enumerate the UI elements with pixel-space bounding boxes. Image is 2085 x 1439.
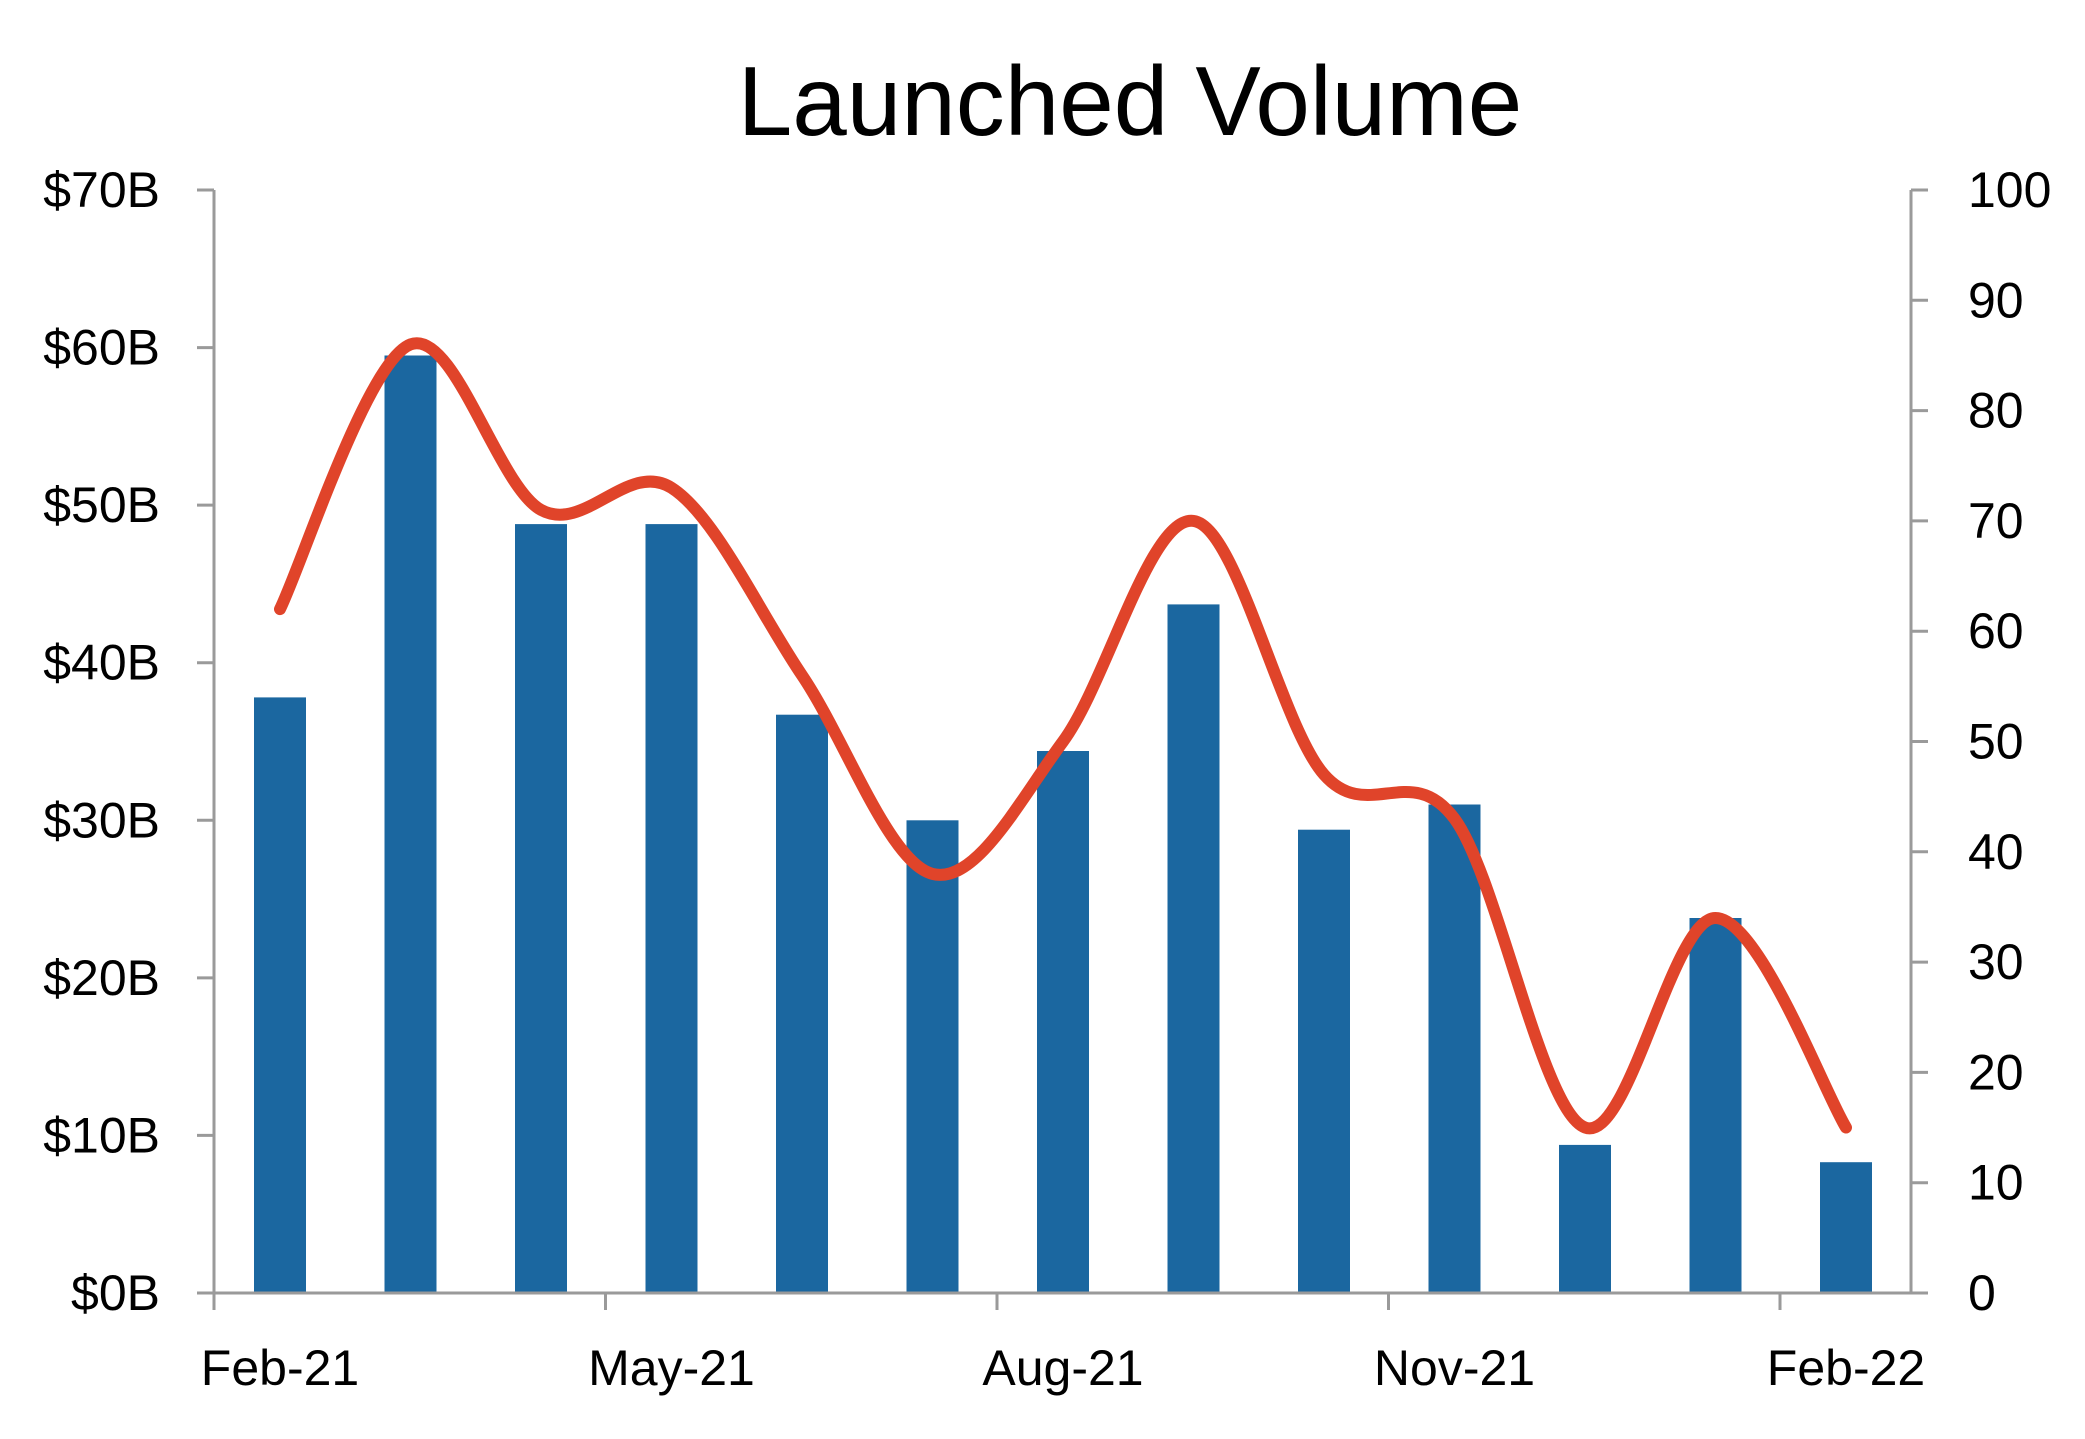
x-tick-label: Feb-21 [201,1340,359,1396]
x-tick-label: May-21 [588,1340,755,1396]
bar-Sep-21 [1167,604,1220,1293]
bar-Oct-21 [1298,829,1350,1293]
right-y-ticks: 0 10 20 30 40 50 60 70 80 90 100 [1911,162,2051,1321]
bar-May-21 [645,524,698,1293]
bar-Dec-21 [1559,1144,1611,1293]
bar-Feb-22 [1820,1162,1872,1293]
x-tick-label: Feb-22 [1767,1340,1925,1396]
left-tick-label: $50B [43,477,160,533]
bar-series [254,355,1872,1293]
x-tick-label: Aug-21 [982,1340,1143,1396]
right-tick-label: 40 [1968,824,2024,880]
right-tick-label: 80 [1968,383,2024,439]
right-tick-label: 30 [1968,934,2024,990]
left-tick-label: $70B [43,162,160,218]
bar-Aug-21 [1037,751,1089,1293]
x-ticks: Feb-21 May-21 Aug-21 Nov-21 Feb-22 [201,1293,1925,1396]
bar-Feb-21 [254,697,306,1293]
bar-Nov-21 [1428,804,1481,1293]
left-tick-label: $30B [43,792,160,848]
left-tick-label: $20B [43,950,160,1006]
bar-Apr-21 [515,524,567,1293]
left-tick-label: $0B [71,1265,160,1321]
left-tick-label: $10B [43,1107,160,1163]
right-tick-label: 20 [1968,1044,2024,1100]
bar-Jun-21 [776,714,828,1293]
right-tick-label: 0 [1968,1265,1996,1321]
left-tick-label: $40B [43,635,160,691]
right-tick-label: 100 [1968,162,2051,218]
bar-Jan-22 [1689,918,1742,1293]
right-tick-label: 50 [1968,714,2024,770]
left-tick-label: $60B [43,320,160,376]
bar-Mar-21 [384,355,437,1293]
right-tick-label: 90 [1968,272,2024,328]
right-tick-label: 10 [1968,1155,2024,1211]
right-tick-label: 60 [1968,603,2024,659]
bar-Jul-21 [906,820,959,1293]
x-tick-label: Nov-21 [1374,1340,1535,1396]
left-y-ticks: $0B $10B $20B $30B $40B $50B $60B $70B [43,162,214,1321]
line-series [274,337,1852,1135]
right-tick-label: 70 [1968,493,2024,549]
chart-title: Launched Volume [738,46,1523,156]
